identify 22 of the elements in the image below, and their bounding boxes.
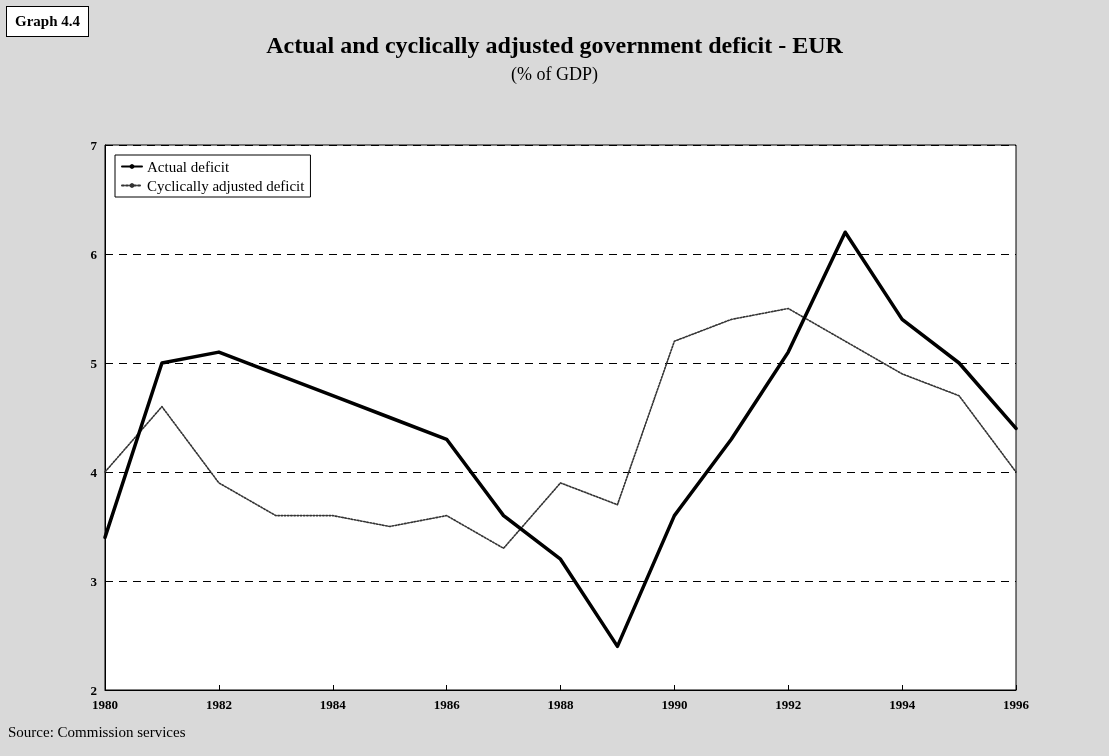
x-tick-label: 1990 — [661, 697, 688, 712]
legend-label: Cyclically adjusted deficit — [147, 177, 306, 194]
x-tick-label: 1984 — [319, 697, 347, 712]
x-tick-label: 1996 — [1003, 697, 1030, 712]
chart-subtitle: (% of GDP) — [511, 64, 598, 85]
legend-label: Actual deficit — [147, 158, 230, 175]
y-tick-label: 3 — [90, 573, 98, 589]
caption: Graph 4.4 — [6, 6, 90, 37]
line-series — [104, 307, 1017, 550]
y-tick-label: 7 — [90, 137, 98, 153]
chart-title: Actual and cyclically adjusted government deficit - EUR — [266, 32, 844, 58]
y-tick-label: 4 — [90, 464, 98, 480]
x-tick-label: 1988 — [547, 697, 574, 712]
source-note: Source: Commission services — [8, 724, 186, 741]
x-tick-label: 1994 — [889, 697, 916, 712]
x-tick-label: 1982 — [205, 697, 232, 712]
x-tick-label: 1980 — [92, 697, 118, 712]
y-tick-label: 5 — [90, 355, 98, 371]
x-tick-label: 1986 — [433, 697, 461, 712]
y-tick-label: 6 — [90, 246, 98, 262]
y-tick-label: 2 — [90, 682, 97, 698]
x-tick-label: 1992 — [775, 697, 802, 712]
